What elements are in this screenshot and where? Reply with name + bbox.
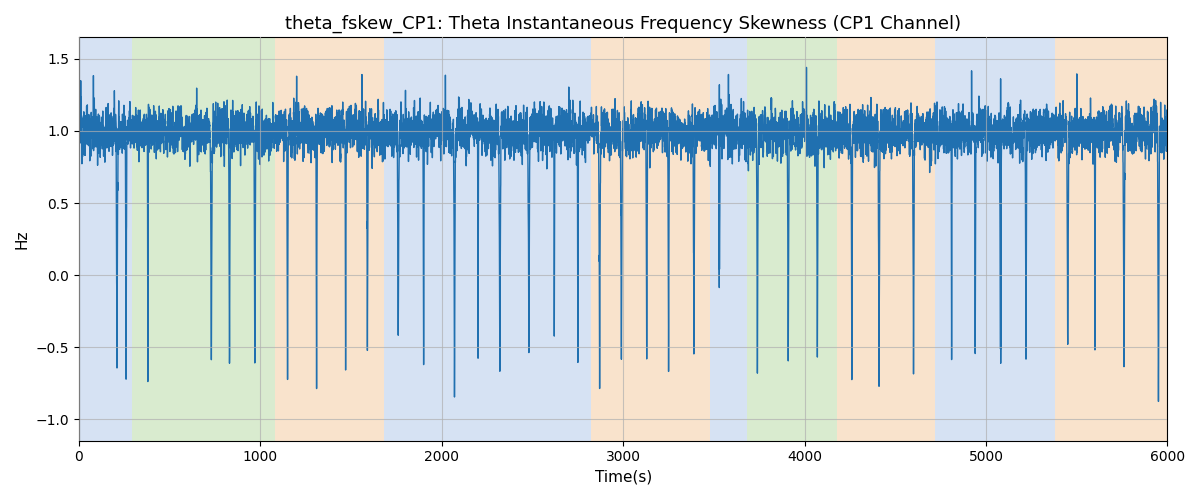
Bar xyxy=(935,38,1055,440)
Bar xyxy=(838,38,935,440)
Title: theta_fskew_CP1: Theta Instantaneous Frequency Skewness (CP1 Channel): theta_fskew_CP1: Theta Instantaneous Fre… xyxy=(286,15,961,34)
Y-axis label: Hz: Hz xyxy=(14,230,30,249)
Bar xyxy=(1055,38,1168,440)
Bar xyxy=(590,38,710,440)
Bar xyxy=(132,38,275,440)
Bar xyxy=(710,38,746,440)
Bar xyxy=(746,38,838,440)
Bar xyxy=(275,38,384,440)
Bar xyxy=(79,38,132,440)
X-axis label: Time(s): Time(s) xyxy=(594,470,652,485)
Bar xyxy=(384,38,590,440)
